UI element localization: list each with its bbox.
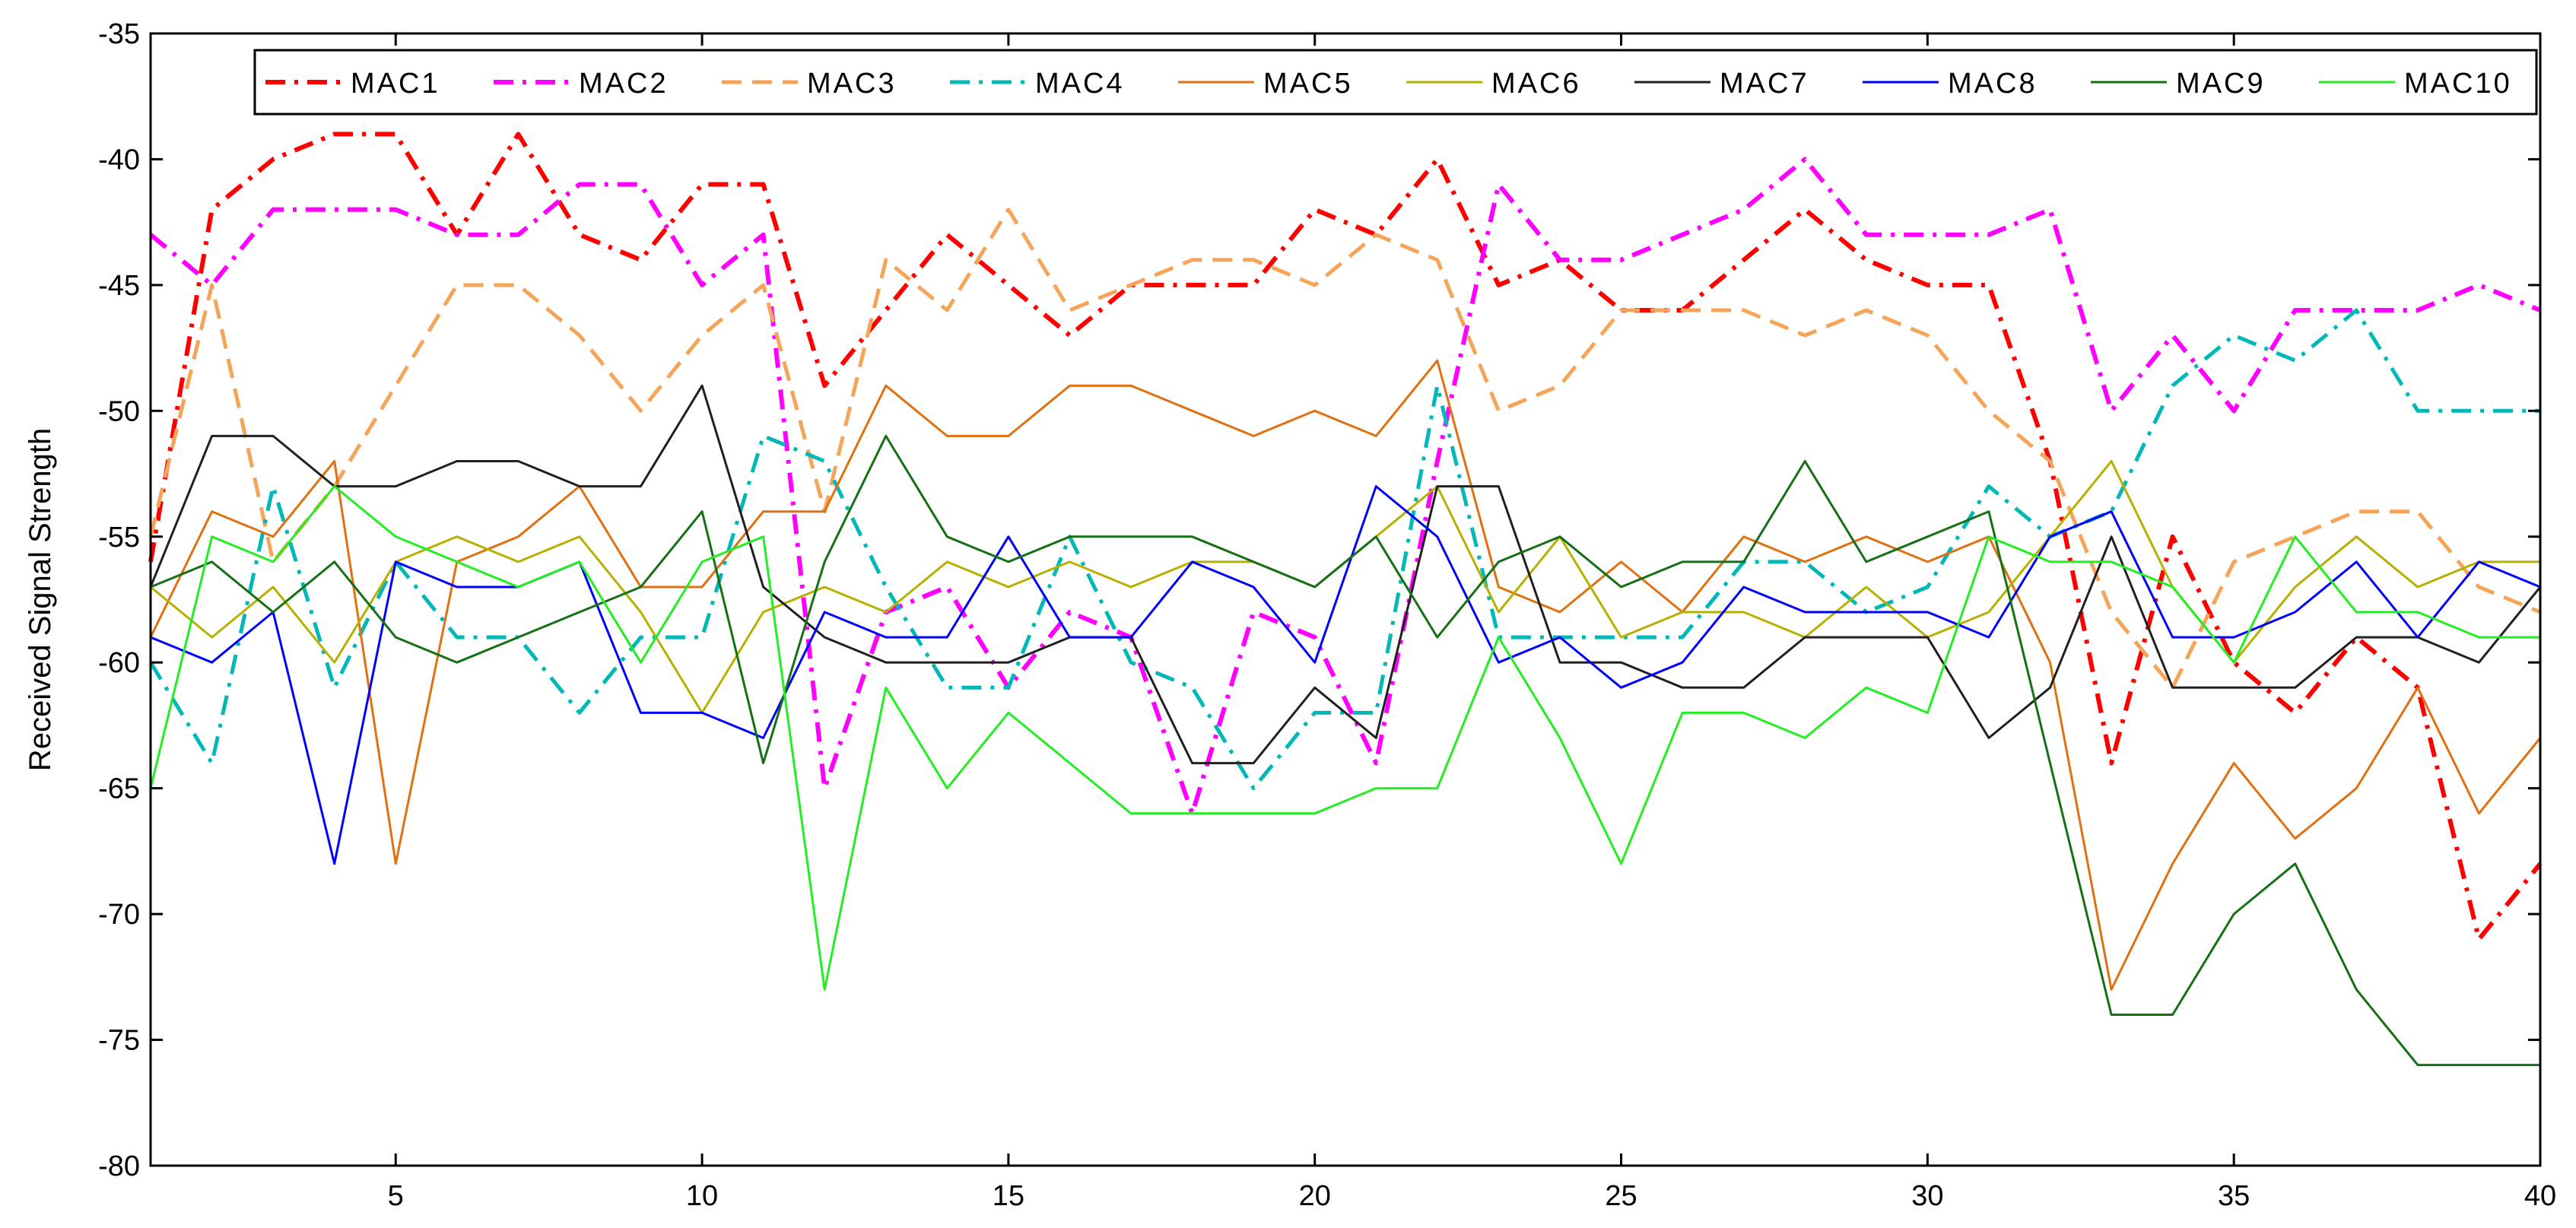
series-line-mac7 <box>149 384 2542 765</box>
axes-box <box>149 32 2542 1167</box>
axes: -35 -40 -45 -50 -55 -60 -65 -70 -75 -80 5 10 15 20 25 3… <box>98 18 2556 1212</box>
series-line-mac3 <box>148 208 2541 690</box>
legend-label-mac1: MAC1 <box>351 68 440 100</box>
legend-label-mac6: MAC6 <box>1491 68 1581 100</box>
series-lines <box>148 132 2543 1067</box>
y-tick-label: -65 <box>98 773 140 805</box>
y-tick-label: -80 <box>98 1150 140 1182</box>
y-tick-label: -55 <box>98 522 140 554</box>
y-tick-label: -75 <box>98 1025 140 1057</box>
x-tick-label: 30 <box>1911 1180 1943 1212</box>
x-tick-label: 5 <box>388 1180 404 1212</box>
legend-label-mac8: MAC8 <box>1948 68 2038 100</box>
series-line-mac9 <box>150 434 2540 1067</box>
series-line-mac2 <box>149 157 2542 816</box>
legend-label-mac5: MAC5 <box>1263 68 1353 100</box>
y-tick-label: -50 <box>98 395 140 427</box>
legend-label-mac7: MAC7 <box>1720 68 1809 100</box>
series-line-mac10 <box>149 485 2540 991</box>
legend-label-mac4: MAC4 <box>1035 68 1125 100</box>
series-line-mac5 <box>149 359 2542 991</box>
legend-label-mac10: MAC10 <box>2404 68 2512 100</box>
legend-label-mac3: MAC3 <box>807 68 897 100</box>
y-tick-label: -60 <box>98 647 140 679</box>
series-line-mac1 <box>148 132 2543 942</box>
x-tick-label: 40 <box>2524 1180 2556 1212</box>
x-tick-label: 20 <box>1299 1180 1331 1212</box>
legend-label-mac2: MAC2 <box>579 68 669 100</box>
series-line-mac4 <box>148 308 2540 791</box>
y-tick-label: -35 <box>98 18 140 50</box>
y-tick-label: -40 <box>98 144 140 176</box>
legend: MAC1 MAC2 MAC3 MAC4 MAC5 MAC6 MAC7 MAC8 MAC9 MAC1… <box>253 49 2538 116</box>
y-tick-label: -70 <box>98 899 140 931</box>
x-tick-label: 25 <box>1605 1180 1637 1212</box>
y-tick-label: -45 <box>98 270 140 302</box>
y-axis-label: Received Signal Strength <box>24 428 57 771</box>
x-tick-label: 35 <box>2218 1180 2250 1212</box>
legend-label-mac9: MAC9 <box>2176 68 2266 100</box>
x-tick-label: 15 <box>993 1180 1024 1212</box>
x-tick-label: 10 <box>686 1180 718 1212</box>
